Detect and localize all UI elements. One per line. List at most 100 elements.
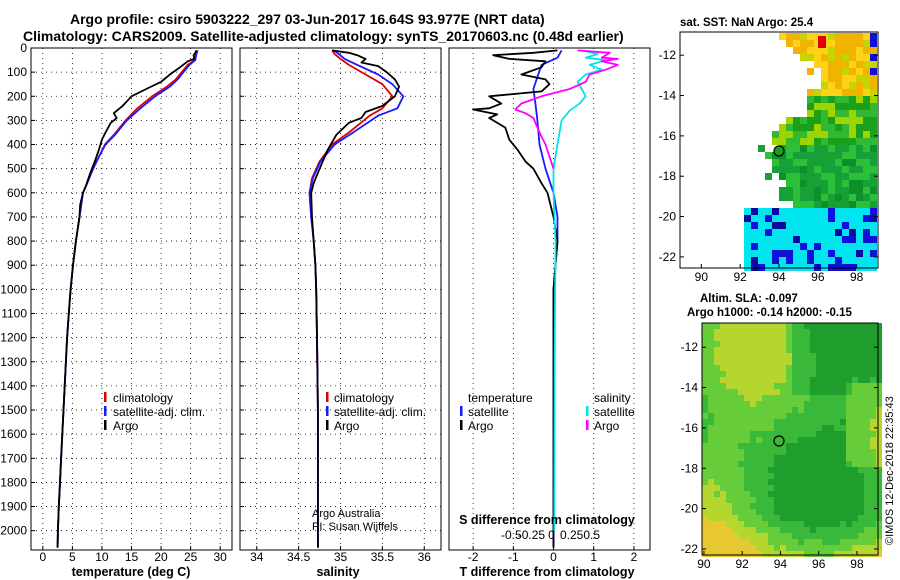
sla-cell [834, 485, 840, 491]
sla-cell [822, 461, 828, 467]
sla-cell [756, 467, 762, 473]
sla-cell [756, 407, 762, 413]
sla-cell [702, 353, 708, 359]
sla-cell [804, 443, 810, 449]
sla-cell [768, 473, 774, 479]
sla-cell [786, 545, 792, 551]
sla-cell [852, 533, 858, 539]
sla-cell [702, 419, 708, 425]
sst-cell [800, 215, 807, 222]
sla-cell [864, 389, 870, 395]
sla-cell [792, 431, 798, 437]
sst-cell [835, 89, 842, 96]
sst-cell [835, 131, 842, 138]
sst-cell [779, 159, 786, 166]
sla-cell [792, 497, 798, 503]
sla-cell [774, 365, 780, 371]
sst-cell [821, 152, 828, 159]
sla-cell [816, 371, 822, 377]
sla-cell [762, 329, 768, 335]
salinity-series [308, 49, 405, 548]
sla-cell [870, 461, 876, 467]
sla-cell [798, 329, 804, 335]
sla-cell [810, 329, 816, 335]
sst-cell [835, 47, 842, 54]
sla-cell [846, 383, 852, 389]
sla-cell [732, 443, 738, 449]
sst-cell [821, 194, 828, 201]
sla-cell [858, 461, 864, 467]
sla-cell [708, 329, 714, 335]
sla-cell [750, 377, 756, 383]
sla-cell [726, 323, 732, 329]
sla-cell [750, 341, 756, 347]
sla-cell [720, 527, 726, 533]
sla-cell [786, 401, 792, 407]
legend-climatology-label: climatology [113, 391, 173, 405]
sst-cell [870, 117, 877, 124]
sla-cell [708, 383, 714, 389]
sst-cell [863, 257, 870, 264]
sla-cell [762, 551, 768, 557]
sla-cell [786, 365, 792, 371]
sla-cell [816, 539, 822, 545]
sla-cell [834, 371, 840, 377]
sst-cell [863, 68, 870, 75]
sla-cell [726, 359, 732, 365]
sla-cell [870, 359, 876, 365]
sla-cell [768, 467, 774, 473]
sla-cell [876, 377, 882, 383]
sst-cell [807, 68, 814, 75]
sla-cell [786, 395, 792, 401]
sla-cell [762, 413, 768, 419]
sst-cell [870, 250, 877, 257]
sst-cell [807, 194, 814, 201]
sla-cell [870, 467, 876, 473]
sla-cell [876, 323, 882, 329]
sst-cell [779, 194, 786, 201]
sla-cell [804, 467, 810, 473]
sla-cell [750, 461, 756, 467]
sla-cell [726, 425, 732, 431]
sla-cell [840, 413, 846, 419]
depth-tick-label: 1200 [0, 331, 27, 345]
sla-cell [756, 545, 762, 551]
sla-cell [876, 485, 882, 491]
sla-cell [846, 527, 852, 533]
sla-cell [744, 497, 750, 503]
sst-cell [751, 208, 758, 215]
sla-cell [738, 509, 744, 515]
sst-cell [765, 208, 772, 215]
sla-cell [876, 467, 882, 473]
x-tick-label: 15 [125, 550, 139, 564]
map-y-tick-label: -16 [659, 129, 677, 143]
sla-cell [846, 521, 852, 527]
sla-cell [768, 497, 774, 503]
sst-cell [814, 131, 821, 138]
sst-cell [751, 222, 758, 229]
sla-cell [774, 419, 780, 425]
sla-cell [780, 335, 786, 341]
sst-cell [758, 208, 765, 215]
sla-cell [780, 533, 786, 539]
sla-cell [726, 527, 732, 533]
series-salinity-satellite [552, 49, 607, 531]
depth-tick-label: 1500 [0, 403, 27, 417]
sla-cell [714, 515, 720, 521]
sla-cell [768, 503, 774, 509]
legend-climatology-swatch [104, 392, 107, 402]
sla-cell [822, 551, 828, 557]
sst-cell [744, 208, 751, 215]
sla-cell [720, 365, 726, 371]
sla-cell [708, 473, 714, 479]
sla-cell [762, 437, 768, 443]
sla-cell [846, 389, 852, 395]
sla-cell [840, 551, 846, 557]
sla-cell [762, 527, 768, 533]
sla-cell [762, 449, 768, 455]
sla-cell [714, 353, 720, 359]
sst-cell [870, 243, 877, 250]
sla-cell [786, 419, 792, 425]
sla-cell [732, 353, 738, 359]
sla-cell [756, 419, 762, 425]
